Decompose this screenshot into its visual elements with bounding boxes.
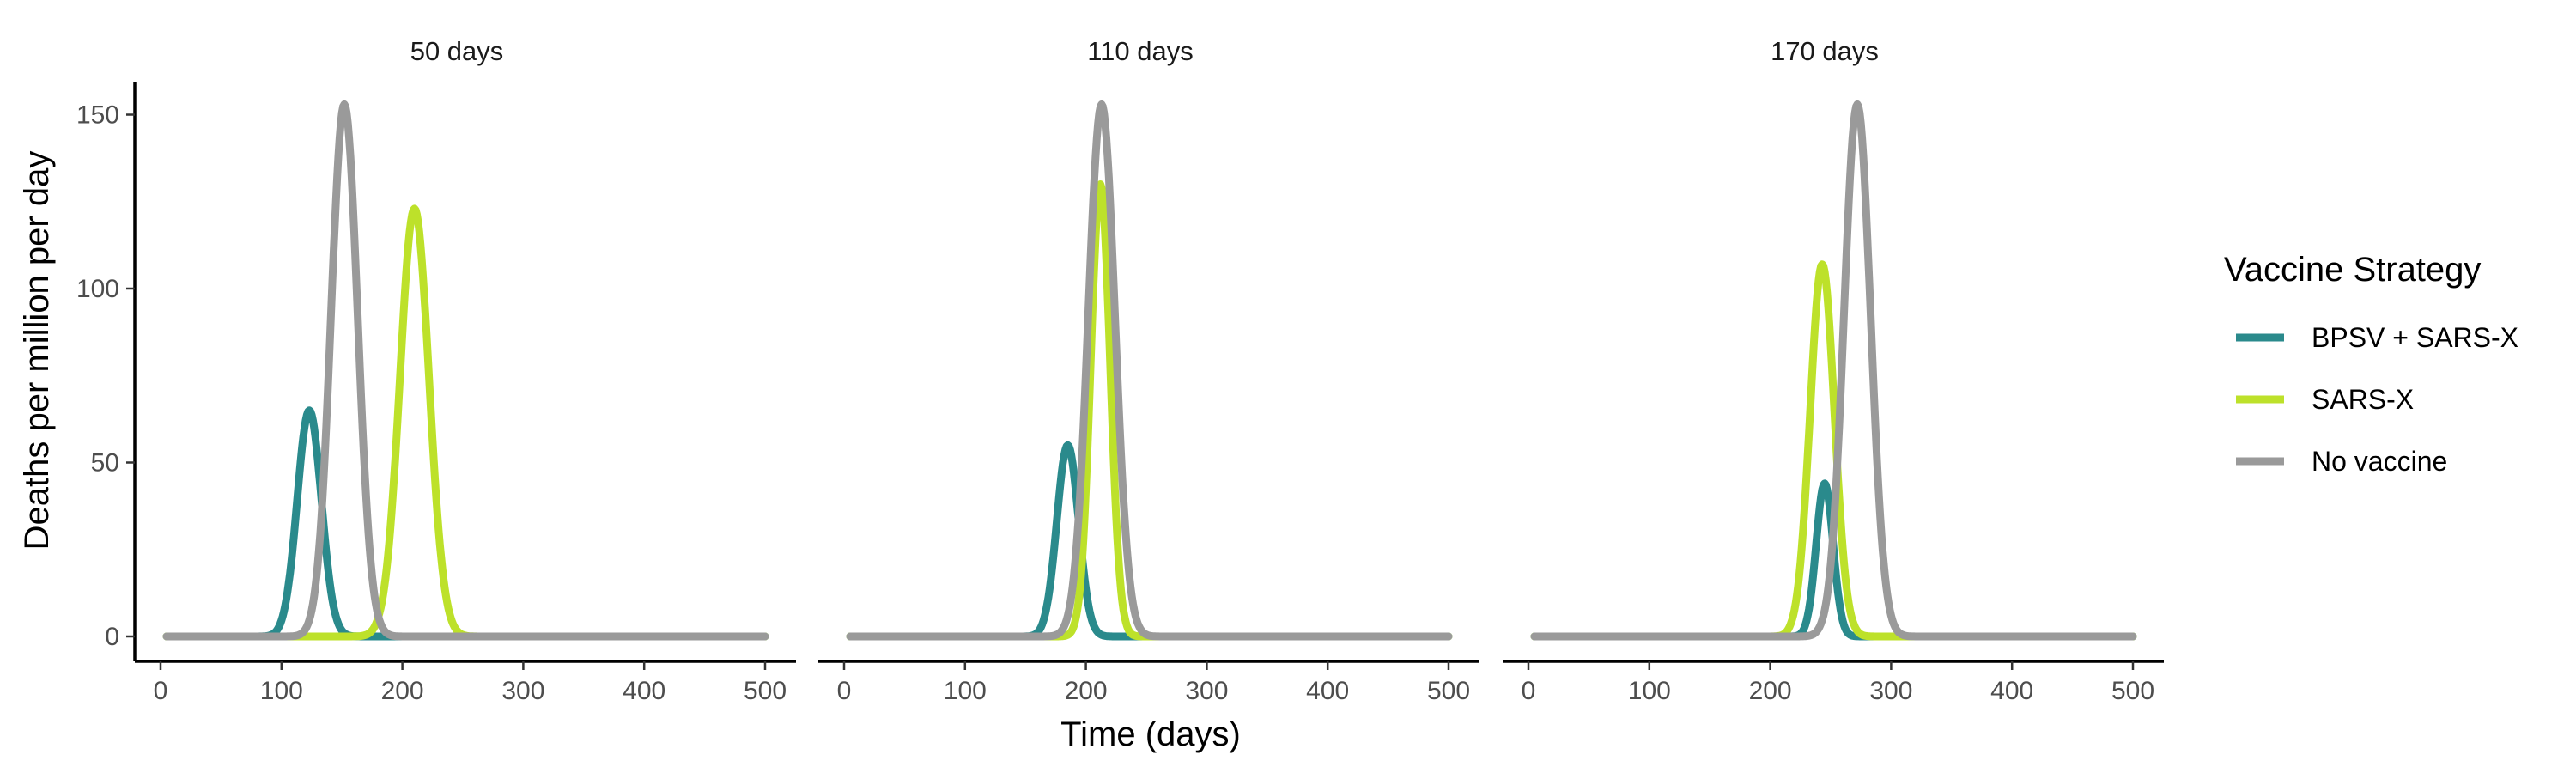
panel-title: 50 days — [410, 36, 504, 66]
legend-label: BPSV + SARS-X — [2312, 322, 2518, 353]
series-line-no-vaccine — [162, 100, 769, 641]
x-tick-label: 0 — [1522, 677, 1536, 705]
x-tick-label: 300 — [501, 677, 544, 705]
legend-item: SARS-X — [2236, 384, 2414, 415]
legend-items: BPSV + SARS-X SARS-X No vaccine — [2236, 322, 2518, 477]
facet-panel-2: 110 days 0 100 200 300 400 500 — [818, 36, 1479, 705]
y-tick-label: 150 — [76, 101, 119, 130]
series-line-sars-x — [846, 180, 1453, 641]
x-tick-label: 300 — [1185, 677, 1228, 705]
series-line-bpsv-sars-x — [162, 406, 769, 641]
facet-panel-3: 170 days 0 100 200 300 400 500 — [1503, 36, 2164, 705]
x-tick-label: 500 — [2111, 677, 2154, 705]
x-tick-label: 200 — [1065, 677, 1108, 705]
series-line-sars-x — [162, 204, 769, 641]
y-tick-label: 50 — [91, 449, 119, 478]
legend-title: Vaccine Strategy — [2224, 251, 2481, 289]
x-tick-label: 400 — [1306, 677, 1349, 705]
y-tick-label: 100 — [76, 275, 119, 303]
x-tick-label: 300 — [1869, 677, 1912, 705]
x-tick-label: 100 — [1628, 677, 1671, 705]
facet-panel-1: 50 days 0 100 200 300 400 500 0 50 100 150 — [76, 36, 796, 705]
x-tick-label: 200 — [1749, 677, 1792, 705]
x-tick-label: 500 — [744, 677, 787, 705]
facet-panels: 50 days 0 100 200 300 400 500 0 50 100 150 110 days… — [76, 36, 2164, 705]
y-tick-label: 0 — [105, 623, 119, 651]
x-tick-label: 0 — [154, 677, 168, 705]
legend-label: SARS-X — [2312, 384, 2414, 415]
x-tick-label: 0 — [837, 677, 852, 705]
x-tick-label: 400 — [623, 677, 665, 705]
x-tick-label: 100 — [944, 677, 987, 705]
legend-label: No vaccine — [2312, 446, 2447, 477]
series-line-no-vaccine — [846, 100, 1453, 641]
x-tick-label: 100 — [260, 677, 303, 705]
legend-item: No vaccine — [2236, 446, 2447, 477]
legend-item: BPSV + SARS-X — [2236, 322, 2518, 353]
y-axis-title: Deaths per million per day — [18, 151, 56, 551]
series-line-no-vaccine — [1530, 100, 2137, 641]
series-line-bpsv-sars-x — [846, 441, 1453, 641]
x-tick-label: 400 — [1990, 677, 2033, 705]
panel-title: 110 days — [1087, 36, 1194, 66]
x-tick-label: 200 — [381, 677, 424, 705]
panel-title: 170 days — [1771, 36, 1879, 66]
x-axis-title: Time (days) — [1060, 715, 1241, 753]
legend: Vaccine Strategy BPSV + SARS-X SARS-X No v… — [2224, 251, 2518, 477]
x-tick-label: 500 — [1427, 677, 1470, 705]
